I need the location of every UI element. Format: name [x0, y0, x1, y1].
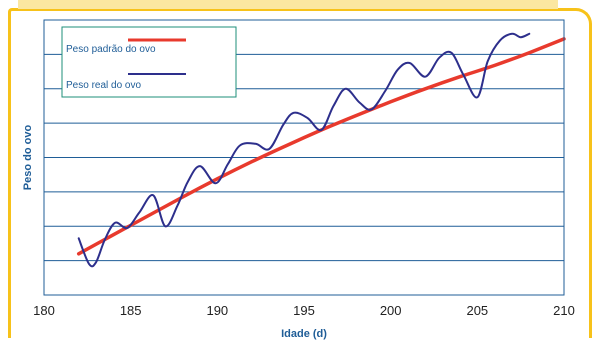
legend-label-standard: Peso padrão do ovo	[66, 44, 156, 55]
series-line-real	[77, 32, 531, 268]
legend: Peso padrão do ovo Peso real do ovo	[61, 26, 237, 98]
chart-frame	[8, 8, 592, 338]
y-axis-label: Peso do ovo	[22, 125, 34, 191]
x-tick-label: 210	[553, 303, 575, 318]
x-tick-label: 185	[120, 303, 142, 318]
x-axis-label: Idade (d)	[281, 328, 327, 340]
x-tick-label: 200	[380, 303, 402, 318]
x-tick-label: 190	[206, 303, 228, 318]
x-tick-label: 195	[293, 303, 315, 318]
series-lines	[76, 32, 566, 268]
legend-label-real: Peso real do ovo	[66, 80, 141, 91]
x-tick-labels: 180 185 190 195 200 205 210	[33, 303, 575, 318]
top-banner-strip	[18, 0, 558, 9]
plot-border	[43, 19, 565, 296]
x-tick-label: 180	[33, 303, 55, 318]
x-tick-label: 205	[466, 303, 488, 318]
